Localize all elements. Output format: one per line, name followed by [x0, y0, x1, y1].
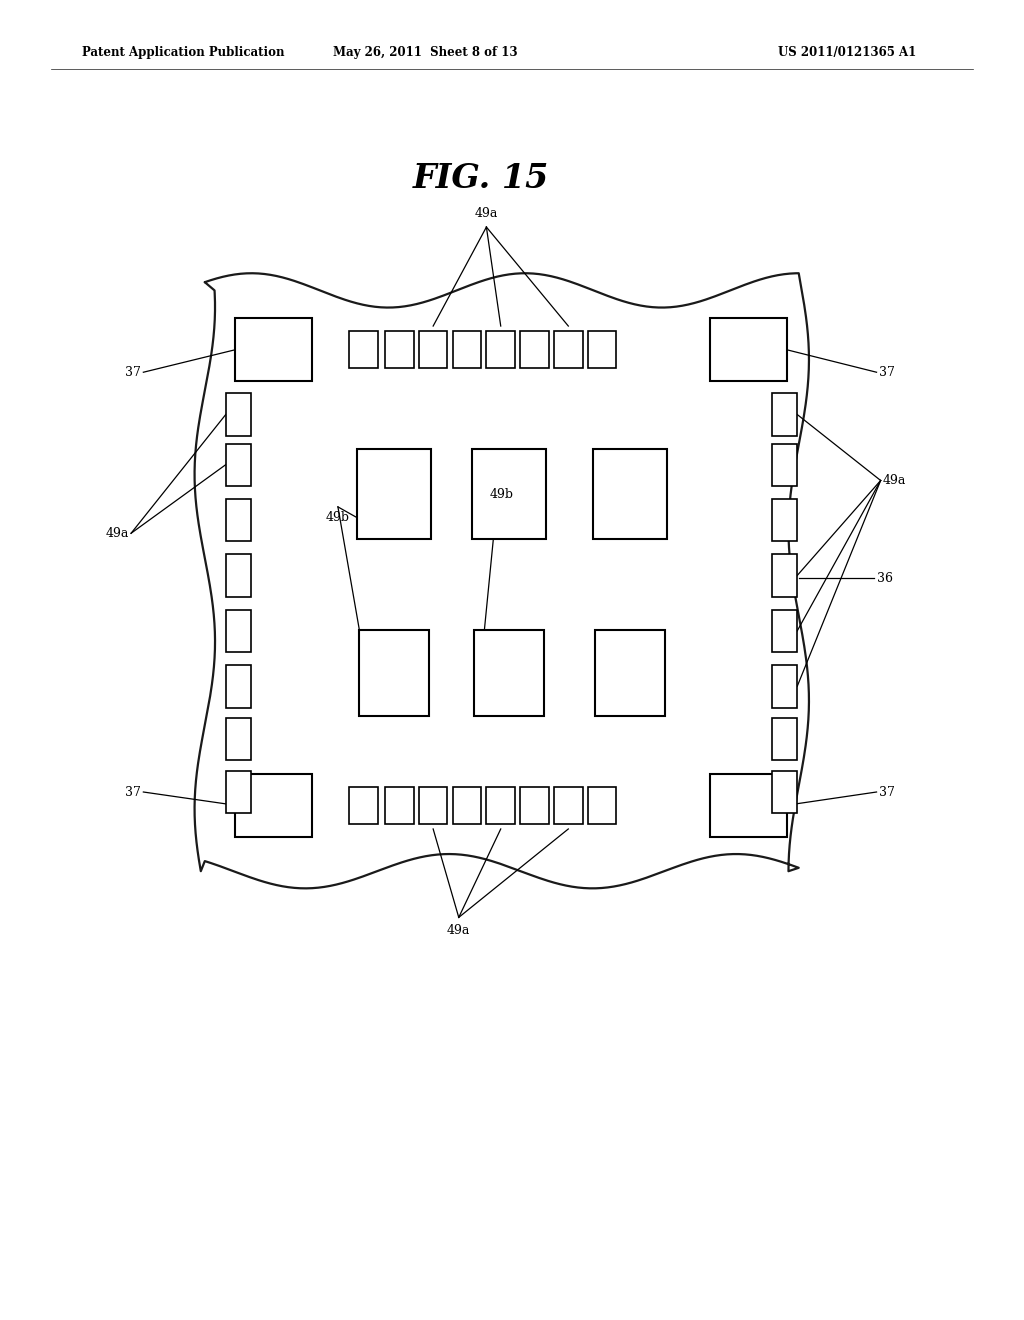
Text: 37: 37 [125, 366, 141, 379]
Bar [225, 444, 252, 486]
Bar [225, 665, 252, 708]
Bar [419, 331, 447, 368]
Text: 37: 37 [879, 366, 895, 379]
Bar [357, 449, 431, 539]
Bar [419, 787, 447, 824]
Bar [472, 449, 546, 539]
Bar [225, 393, 252, 436]
Bar [772, 665, 798, 708]
Bar [349, 331, 378, 368]
Bar [593, 449, 667, 539]
Bar [711, 318, 786, 381]
Bar [772, 771, 798, 813]
Text: Patent Application Publication: Patent Application Publication [82, 46, 285, 59]
Text: 49a: 49a [105, 527, 129, 540]
Bar [772, 718, 798, 760]
Bar [588, 331, 616, 368]
Bar [225, 771, 252, 813]
Bar [349, 787, 378, 824]
Text: 49a: 49a [447, 924, 470, 937]
Bar [225, 718, 252, 760]
Text: FIG. 15: FIG. 15 [413, 162, 550, 195]
Bar [520, 331, 549, 368]
Bar [236, 318, 311, 381]
Bar [772, 499, 798, 541]
Text: 37: 37 [125, 785, 141, 799]
Bar [359, 631, 429, 715]
Text: 49a: 49a [883, 474, 906, 487]
Bar [772, 554, 798, 597]
Bar [554, 787, 583, 824]
Bar [772, 393, 798, 436]
Bar [236, 774, 311, 837]
Text: 36: 36 [877, 572, 893, 585]
Text: 37: 37 [879, 785, 895, 799]
Bar [486, 787, 515, 824]
Text: 49a: 49a [475, 207, 498, 220]
Text: US 2011/0121365 A1: US 2011/0121365 A1 [778, 46, 916, 59]
Bar [520, 787, 549, 824]
Bar [711, 774, 786, 837]
Text: May 26, 2011  Sheet 8 of 13: May 26, 2011 Sheet 8 of 13 [333, 46, 517, 59]
Bar [554, 331, 583, 368]
Bar [385, 787, 414, 824]
Text: 49b: 49b [489, 488, 514, 502]
Bar [772, 444, 798, 486]
Bar [486, 331, 515, 368]
Bar [385, 331, 414, 368]
Bar [225, 554, 252, 597]
Bar [225, 610, 252, 652]
Bar [588, 787, 616, 824]
Bar [453, 787, 481, 824]
Bar [595, 631, 665, 715]
Text: 49b: 49b [326, 511, 350, 524]
Bar [474, 631, 544, 715]
Bar [225, 499, 252, 541]
Bar [772, 610, 798, 652]
Bar [453, 331, 481, 368]
